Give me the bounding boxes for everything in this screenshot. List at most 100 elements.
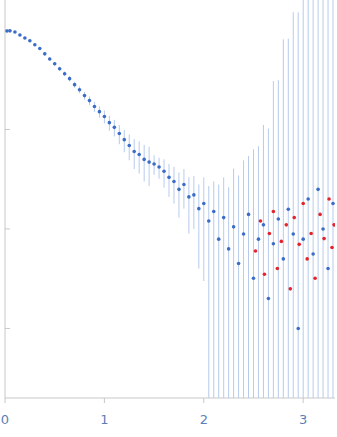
data-point (63, 72, 67, 76)
data-point (48, 57, 52, 61)
x-tick (104, 398, 105, 403)
data-point (242, 232, 246, 236)
error-bar (218, 185, 219, 398)
data-point (330, 246, 334, 250)
data-point (272, 210, 276, 214)
error-bar (173, 167, 174, 204)
data-point (33, 43, 37, 47)
error-bar (223, 177, 224, 398)
data-point (98, 110, 102, 114)
error-bar (283, 39, 284, 398)
data-point (212, 210, 216, 214)
error-bar (178, 172, 179, 217)
data-point (306, 197, 310, 201)
data-point (313, 276, 317, 280)
x-tick-label: 0 (1, 412, 9, 427)
data-point (286, 207, 290, 211)
plot-area (5, 0, 335, 398)
error-bar (318, 0, 319, 398)
chart: 0123 (0, 0, 337, 437)
data-point (259, 219, 263, 223)
error-bar (188, 177, 189, 233)
data-point (157, 165, 161, 169)
error-bar (288, 39, 289, 398)
data-point (187, 195, 191, 199)
error-bar (139, 141, 140, 173)
data-point (316, 188, 320, 192)
data-point (192, 193, 196, 197)
error-bar (238, 175, 239, 398)
error-bar (198, 184, 199, 268)
x-tick-label: 2 (200, 412, 208, 427)
x-tick-label: 3 (299, 412, 307, 427)
data-point (291, 232, 295, 236)
data-point (28, 39, 32, 43)
data-point (254, 249, 258, 253)
data-point (272, 242, 276, 246)
error-bar (323, 0, 324, 398)
data-point (88, 99, 92, 103)
x-axis-line (5, 398, 335, 399)
error-bar (149, 147, 150, 186)
data-point (280, 240, 284, 244)
error-bar (253, 149, 254, 398)
data-point (53, 62, 57, 66)
data-point (182, 183, 186, 187)
data-point (263, 273, 267, 277)
data-point (8, 29, 12, 33)
data-point (284, 223, 288, 227)
error-bar (243, 160, 244, 398)
error-bar (268, 129, 269, 398)
data-point (43, 52, 47, 56)
data-point (232, 225, 236, 229)
error-bar (203, 177, 204, 281)
error-bar (193, 176, 194, 229)
y-tick (5, 228, 10, 229)
data-point (309, 232, 313, 236)
data-point (332, 223, 335, 227)
data-point (197, 207, 201, 211)
error-bar (213, 181, 214, 398)
error-bar (169, 164, 170, 197)
error-bar (278, 80, 279, 398)
data-point (137, 153, 141, 157)
y-tick (5, 328, 10, 329)
y-axis-line (5, 0, 6, 398)
data-point (321, 227, 325, 231)
x-tick (5, 398, 6, 403)
data-point (93, 105, 97, 109)
data-point (113, 126, 117, 130)
data-point (318, 213, 322, 217)
data-point (73, 83, 77, 87)
data-point (167, 176, 171, 180)
error-bar (273, 81, 274, 398)
data-point (13, 30, 17, 34)
y-tick (5, 129, 10, 130)
data-point (296, 327, 300, 331)
data-point (58, 67, 62, 71)
data-point (23, 36, 27, 40)
error-bar (129, 134, 130, 160)
error-bar (303, 0, 304, 398)
data-point (78, 88, 82, 92)
data-point (152, 162, 156, 166)
data-point (142, 158, 146, 162)
error-bar (228, 187, 229, 398)
data-point (217, 237, 221, 241)
error-bar (298, 12, 299, 398)
data-point (305, 257, 309, 261)
data-point (68, 77, 72, 81)
data-point (108, 121, 112, 125)
data-point (282, 257, 286, 261)
data-point (327, 197, 331, 201)
error-bar (313, 0, 314, 398)
data-point (83, 94, 87, 98)
data-point (162, 169, 166, 173)
data-point (301, 237, 305, 241)
data-point (132, 150, 136, 154)
data-point (177, 188, 181, 192)
data-point (292, 216, 296, 220)
data-point (222, 216, 226, 220)
data-point (301, 202, 305, 206)
error-bar (248, 156, 249, 398)
